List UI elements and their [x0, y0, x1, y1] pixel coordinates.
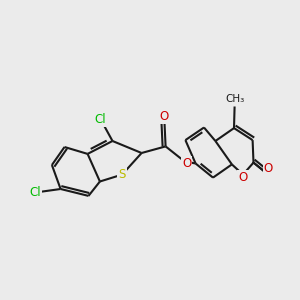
Text: CH₃: CH₃: [225, 94, 244, 103]
Text: Cl: Cl: [30, 185, 41, 199]
Text: O: O: [264, 162, 273, 175]
Text: O: O: [182, 157, 191, 170]
Text: S: S: [118, 168, 126, 181]
Text: Cl: Cl: [95, 112, 106, 126]
Text: O: O: [160, 110, 169, 124]
Text: O: O: [238, 171, 247, 184]
